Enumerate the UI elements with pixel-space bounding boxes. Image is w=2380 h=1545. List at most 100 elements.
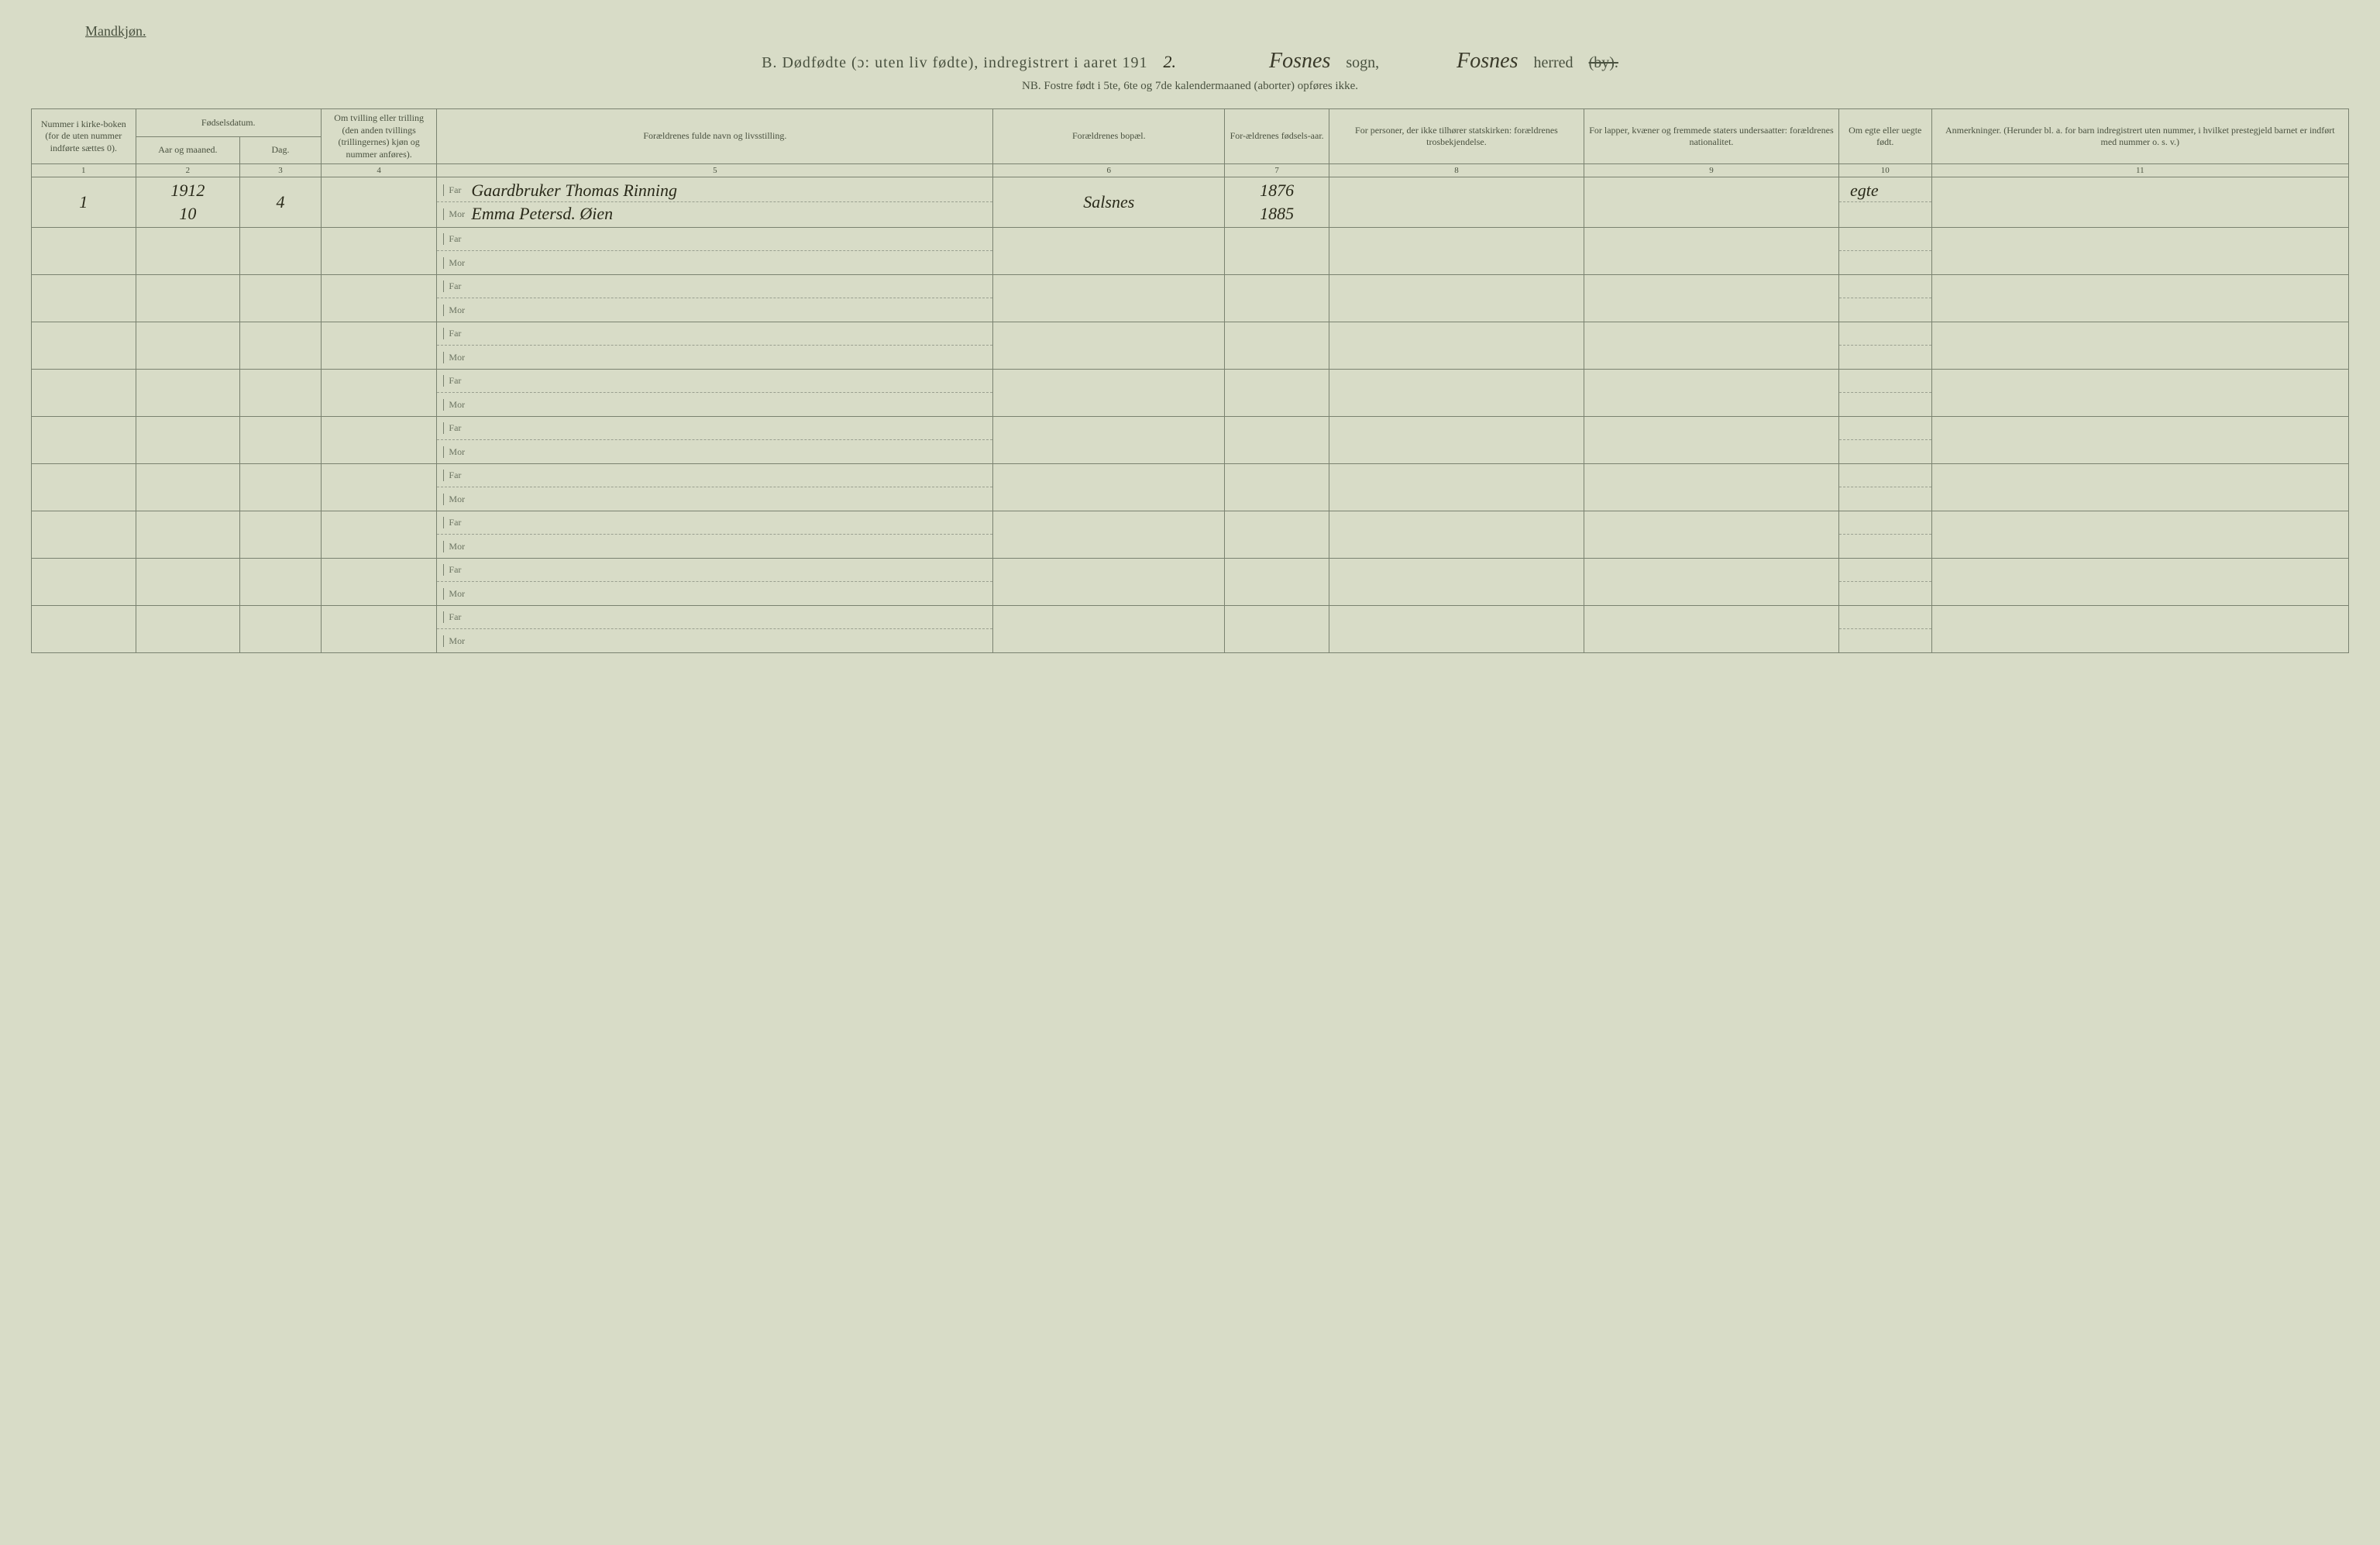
cell-parent-years bbox=[1225, 559, 1329, 606]
col-header-1: Nummer i kirke-boken (for de uten nummer… bbox=[32, 109, 136, 164]
cell-tros bbox=[1329, 606, 1584, 653]
far-label: Far bbox=[443, 375, 471, 387]
cell-twin bbox=[321, 464, 437, 511]
colnum: 10 bbox=[1838, 164, 1931, 177]
cell-num bbox=[32, 370, 136, 417]
cell-parents: Far Mor bbox=[437, 322, 993, 370]
cell-tros bbox=[1329, 417, 1584, 464]
cell-day bbox=[240, 228, 322, 275]
cell-twin bbox=[321, 370, 437, 417]
cell-parents: Far Gaardbruker Thomas Rinning Mor Emma … bbox=[437, 177, 993, 228]
table-header: Nummer i kirke-boken (for de uten nummer… bbox=[32, 109, 2349, 177]
cell-egte bbox=[1838, 275, 1931, 322]
register-table: Nummer i kirke-boken (for de uten nummer… bbox=[31, 108, 2349, 653]
cell-nat bbox=[1584, 511, 1838, 559]
cell-day bbox=[240, 464, 322, 511]
colnum: 8 bbox=[1329, 164, 1584, 177]
col-header-5: Forældrenes fulde navn og livsstilling. bbox=[437, 109, 993, 164]
col-header-2a: Aar og maaned. bbox=[136, 136, 240, 164]
col-header-7: For-ældrenes fødsels-aar. bbox=[1225, 109, 1329, 164]
herred-word: herred bbox=[1533, 54, 1573, 72]
cell-parent-years bbox=[1225, 606, 1329, 653]
cell-twin bbox=[321, 177, 437, 228]
colnum: 2 bbox=[136, 164, 240, 177]
cell-twin bbox=[321, 275, 437, 322]
column-number-row: 1 2 3 4 5 6 7 8 9 10 11 bbox=[32, 164, 2349, 177]
cell-tros bbox=[1329, 559, 1584, 606]
col-header-2-group: Fødselsdatum. bbox=[136, 109, 321, 137]
cell-year-month bbox=[136, 417, 240, 464]
cell-bopael bbox=[993, 228, 1225, 275]
cell-twin bbox=[321, 417, 437, 464]
colnum: 9 bbox=[1584, 164, 1838, 177]
cell-tros bbox=[1329, 464, 1584, 511]
cell-day bbox=[240, 559, 322, 606]
cell-nat bbox=[1584, 417, 1838, 464]
cell-parent-years bbox=[1225, 417, 1329, 464]
far-label: Far bbox=[443, 422, 471, 434]
mor-label: Mor bbox=[443, 446, 471, 458]
cell-anm bbox=[1931, 177, 2348, 228]
cell-anm bbox=[1931, 417, 2348, 464]
cell-parents: Far Mor bbox=[437, 464, 993, 511]
cell-nat bbox=[1584, 177, 1838, 228]
cell-anm bbox=[1931, 322, 2348, 370]
cell-egte: egte bbox=[1838, 177, 1931, 228]
cell-anm bbox=[1931, 606, 2348, 653]
cell-bopael bbox=[993, 511, 1225, 559]
cell-anm bbox=[1931, 511, 2348, 559]
cell-num bbox=[32, 511, 136, 559]
far-label: Far bbox=[443, 470, 471, 481]
cell-tros bbox=[1329, 370, 1584, 417]
colnum: 7 bbox=[1225, 164, 1329, 177]
title-prefix: B. Dødfødte (ɔ: uten liv fødte), indregi… bbox=[762, 54, 1147, 72]
colnum: 6 bbox=[993, 164, 1225, 177]
title-row: B. Dødfødte (ɔ: uten liv fødte), indregi… bbox=[31, 49, 2349, 74]
colnum: 5 bbox=[437, 164, 993, 177]
cell-day: 4 bbox=[240, 177, 322, 228]
gender-label: Mandkjøn. bbox=[85, 23, 2349, 40]
cell-parent-years bbox=[1225, 370, 1329, 417]
cell-num bbox=[32, 606, 136, 653]
cell-tros bbox=[1329, 511, 1584, 559]
cell-parent-years: 1876 1885 bbox=[1225, 177, 1329, 228]
cell-egte bbox=[1838, 370, 1931, 417]
title-year: 2. bbox=[1164, 52, 1177, 72]
far-label: Far bbox=[443, 517, 471, 528]
cell-egte bbox=[1838, 464, 1931, 511]
cell-day bbox=[240, 275, 322, 322]
cell-num bbox=[32, 464, 136, 511]
cell-day bbox=[240, 606, 322, 653]
mor-label: Mor bbox=[443, 208, 471, 220]
cell-anm bbox=[1931, 275, 2348, 322]
cell-bopael: Salsnes bbox=[993, 177, 1225, 228]
cell-twin bbox=[321, 559, 437, 606]
cell-bopael bbox=[993, 606, 1225, 653]
far-label: Far bbox=[443, 184, 471, 196]
mor-label: Mor bbox=[443, 305, 471, 316]
col-header-4: Om tvilling eller trilling (den anden tv… bbox=[321, 109, 437, 164]
colnum: 11 bbox=[1931, 164, 2348, 177]
cell-twin bbox=[321, 228, 437, 275]
cell-day bbox=[240, 511, 322, 559]
far-label: Far bbox=[443, 328, 471, 339]
sogn-value: Fosnes bbox=[1269, 49, 1330, 74]
cell-tros bbox=[1329, 322, 1584, 370]
cell-anm bbox=[1931, 559, 2348, 606]
cell-parent-years bbox=[1225, 275, 1329, 322]
table-body: 1 1912 10 4 Far Gaardbruker Thomas Rinni… bbox=[32, 177, 2349, 653]
cell-parents: Far Mor bbox=[437, 275, 993, 322]
cell-parent-years bbox=[1225, 228, 1329, 275]
cell-tros bbox=[1329, 177, 1584, 228]
col-header-8: For personer, der ikke tilhører statskir… bbox=[1329, 109, 1584, 164]
cell-parents: Far Mor bbox=[437, 228, 993, 275]
cell-anm bbox=[1931, 464, 2348, 511]
cell-year-month bbox=[136, 322, 240, 370]
cell-twin bbox=[321, 511, 437, 559]
far-label: Far bbox=[443, 611, 471, 623]
table-row: 1 1912 10 4 Far Gaardbruker Thomas Rinni… bbox=[32, 177, 2349, 228]
cell-year-month bbox=[136, 559, 240, 606]
cell-parents: Far Mor bbox=[437, 370, 993, 417]
cell-parent-years bbox=[1225, 511, 1329, 559]
table-row: Far Mor bbox=[32, 559, 2349, 606]
